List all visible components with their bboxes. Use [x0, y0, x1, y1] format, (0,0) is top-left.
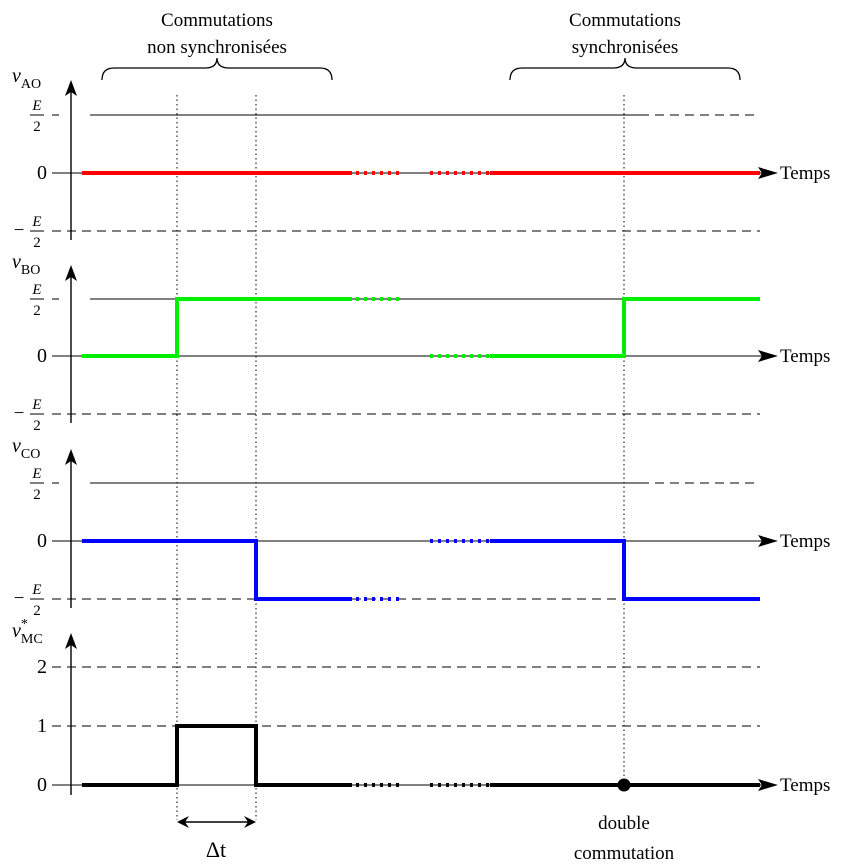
panel-vMC: v* MC 2 1 Temps 0	[12, 617, 830, 796]
signal-segment-right	[490, 539, 760, 601]
header-left-line1: Commutations	[161, 10, 273, 31]
delta-t-label: Δt	[206, 837, 226, 862]
fraction-denominator: 2	[33, 603, 41, 619]
level-label-vAO-0: E2	[30, 98, 44, 135]
fraction-numerator: E	[31, 98, 41, 114]
fraction-denominator: 2	[33, 119, 41, 135]
level-value: 2	[37, 656, 47, 678]
level-label-vBO-2: − E 2	[14, 397, 44, 434]
level-value: 1	[37, 715, 47, 737]
level-value: 0	[37, 162, 47, 184]
header-right-line2: synchronisées	[572, 37, 679, 58]
header-left-line2: non synchronisées	[147, 37, 287, 58]
variable-label-vMC: v* MC	[12, 617, 43, 647]
minus-sign: −	[14, 403, 25, 424]
fraction-denominator: 2	[33, 487, 41, 503]
y-axis-arrowhead	[65, 633, 77, 649]
time-axis-arrowhead	[758, 167, 778, 179]
signal-segment-right	[490, 297, 760, 358]
level-label-vBO-1: 0	[37, 345, 47, 367]
level-value: 0	[37, 530, 47, 552]
level-value: 0	[37, 345, 47, 367]
variable-label-vBO: vBO	[12, 251, 40, 278]
fraction-numerator: E	[31, 214, 41, 230]
fraction-denominator: 2	[33, 235, 41, 251]
double-commutation-dot	[617, 778, 631, 792]
fraction-denominator: 2	[33, 303, 41, 319]
delta-t-marker	[177, 816, 256, 828]
time-axis-label: Temps	[780, 775, 830, 796]
minus-sign: −	[14, 220, 25, 241]
level-label-vCO-2: − E 2	[14, 582, 44, 619]
time-axis-arrowhead	[758, 350, 778, 362]
level-label-vAO-2: − E 2	[14, 214, 44, 251]
variable-label-vAO: vAO	[12, 65, 41, 92]
double-label-line1: double	[598, 813, 650, 834]
signal-segment-left	[82, 539, 352, 601]
time-axis-label: Temps	[780, 346, 830, 367]
level-label-vCO-0: E2	[30, 466, 44, 503]
level-label-vBO-0: E2	[30, 282, 44, 319]
fraction-numerator: E	[31, 582, 41, 598]
y-axis-arrowhead	[65, 449, 77, 465]
minus-sign: −	[14, 588, 25, 609]
brace-left	[101, 57, 333, 81]
time-axis-arrowhead	[758, 535, 778, 547]
header-right-line1: Commutations	[569, 10, 681, 31]
level-label-vMC-0: 2	[37, 656, 47, 678]
level-label-vMC-1: 1	[37, 715, 47, 737]
time-axis-label: Temps	[780, 531, 830, 552]
level-label-vCO-1: 0	[37, 530, 47, 552]
signal-segment-left	[82, 297, 352, 358]
fraction-numerator: E	[31, 282, 41, 298]
level-label-vMC-2: 0	[37, 774, 47, 796]
brace-right	[509, 57, 741, 81]
double-label-line2: commutation	[574, 843, 675, 864]
y-axis-arrowhead	[65, 80, 77, 96]
level-label-vAO-1: 0	[37, 162, 47, 184]
signal-segment-left	[82, 724, 352, 787]
fraction-numerator: E	[31, 466, 41, 482]
y-axis-arrowhead	[65, 265, 77, 281]
fraction-denominator: 2	[33, 418, 41, 434]
time-axis-arrowhead	[758, 779, 778, 791]
fraction-numerator: E	[31, 397, 41, 413]
level-value: 0	[37, 774, 47, 796]
variable-label-vCO: vCO	[12, 435, 40, 462]
time-axis-label: Temps	[780, 163, 830, 184]
